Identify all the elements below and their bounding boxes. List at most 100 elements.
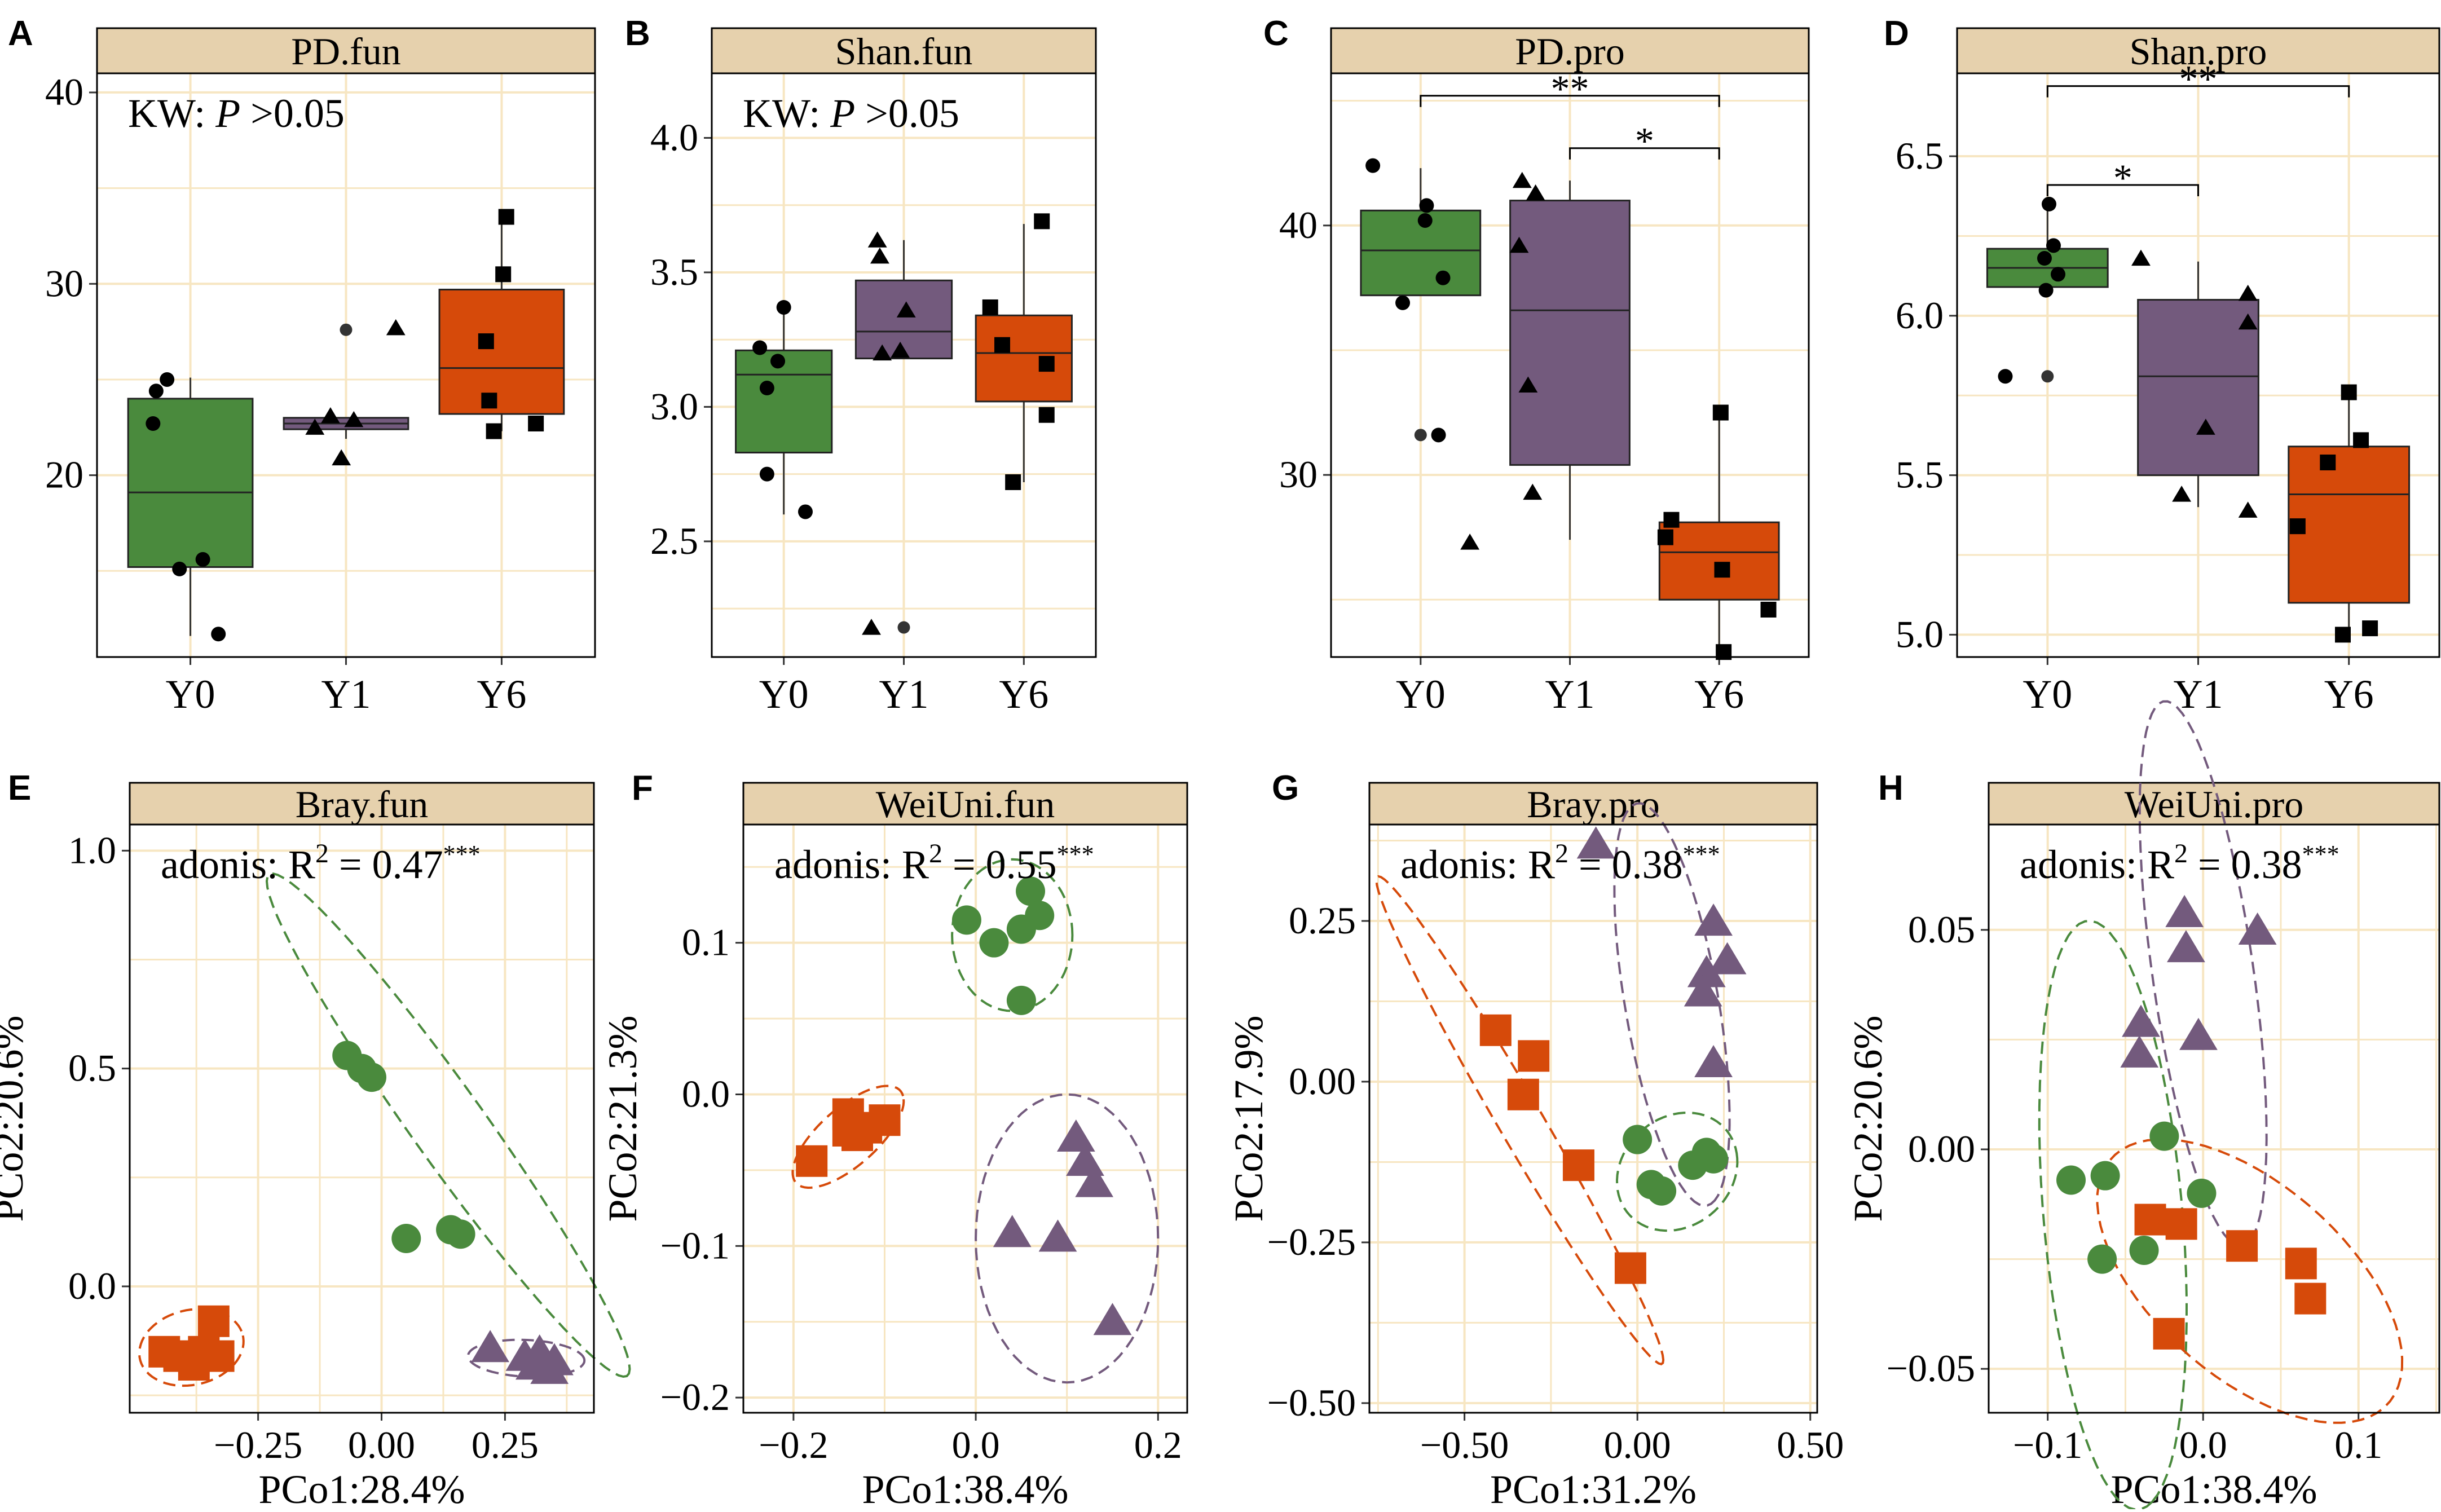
confidence-ellipse-y1 [1613,802,1731,1207]
y-tick-label: 20 [45,453,83,496]
annotation-stars: *** [443,840,481,868]
y-tick-label: 40 [45,70,83,113]
x-tick-label: Y0 [1396,672,1446,717]
data-point-y1 [1038,1219,1077,1252]
data-point-y1 [2131,249,2151,266]
data-point-y6 [1005,474,1021,490]
annotation-sup: 2 [2174,839,2188,869]
y-tick-label: 3.0 [650,385,698,427]
x-tick-label: Y6 [477,672,526,717]
panel-b: B Shan.fun 2.5 3.0 3.5 4.0 Y0 Y1 Y6 KW: P >0.05 [625,14,1097,717]
data-point-y6 [1479,1014,1512,1046]
x-tick-label: Y1 [1545,672,1595,717]
y-tick-label: 30 [45,262,83,305]
data-point-y6 [1034,213,1050,230]
significance-bracket: ** [2046,58,2350,100]
data-point-y1 [2238,913,2277,945]
strip-background [96,27,596,74]
data-point-y0 [2041,196,2056,211]
y-tick-label: 0.0 [68,1264,116,1307]
x-tick-label: Y6 [999,672,1048,717]
outlier-point [897,621,910,634]
data-point-y0 [1365,158,1381,173]
annotation-prefix: adonis: R [161,842,315,887]
data-point-y6 [1038,356,1055,372]
data-point-y6 [1614,1252,1646,1284]
bracket-line [1569,147,1720,160]
data-point-y6 [796,1145,828,1177]
data-point-y0 [1431,427,1446,443]
plot-border [96,72,596,658]
data-point-y1 [873,344,892,361]
strip-background [742,782,1188,826]
panel-title: PD.fun [291,30,401,73]
data-point-y1 [1460,534,1480,550]
confidence-ellipse-y0 [951,858,1074,1012]
confidence-ellipse-y0 [1615,1111,1739,1232]
panel-f: F WeiUni.fun −0.2 −0.1 0.0 0.1 −0.2 0.0 0.2 PCo1:… [600,769,1188,1512]
panel-title: PD.pro [1515,30,1625,73]
data-point-y1 [1509,236,1529,253]
data-point-y1 [1694,903,1733,936]
plot-border [742,823,1188,1414]
data-point-y0 [357,1063,387,1092]
box-iqr [854,279,953,360]
data-point-y0 [2149,1121,2179,1151]
data-point-y0 [446,1219,475,1249]
data-point-y6 [1760,601,1777,618]
panel-title: Shan.pro [2130,30,2267,73]
annotation-prefix: adonis: R [2020,842,2174,887]
data-point-y6 [498,209,514,225]
y-tick-label: 0.0 [682,1072,730,1115]
y-tick-label: 6.0 [1896,294,1944,337]
annotation-value: = 0.55 [942,842,1057,887]
plot-border [129,823,595,1414]
y-axis-label: PCo2:20.6% [1845,1015,1891,1222]
x-tick-label: 0.25 [472,1423,539,1466]
annotation-stars: *** [2302,840,2339,868]
confidence-ellipse-y6 [791,1085,905,1189]
x-tick-label: −0.1 [2013,1423,2082,1466]
x-tick-label: 0.1 [2334,1423,2382,1466]
annotation-p: P [215,91,240,136]
y-tick-label: 40 [1279,204,1318,246]
data-point-y1 [530,1351,569,1384]
data-point-y6 [2134,1204,2166,1236]
boxplot-y6 [1658,412,1780,653]
annotation-stars: *** [1057,840,1094,868]
stat-annotation: adonis: R2 = 0.47*** [161,839,481,887]
annotation-prefix: adonis: R [774,842,929,887]
y-tick-label: −0.50 [1267,1381,1356,1424]
significance-label: * [1635,120,1654,162]
data-point-y1 [2165,894,2204,927]
data-point-y6 [994,337,1011,353]
bracket-line [2046,85,2350,98]
stat-annotation: adonis: R2 = 0.55*** [774,839,1094,887]
x-axis-label: PCo1:38.4% [2110,1467,2317,1509]
y-tick-label: −0.1 [660,1224,730,1267]
data-point-y6 [982,299,998,315]
significance-bracket: * [1569,120,1720,162]
data-point-y0 [2090,1161,2120,1191]
panel-letter: D [1884,14,1909,53]
boxplot-y0 [735,307,833,515]
data-point-y1 [471,1330,510,1363]
y-tick-label: 0.1 [682,921,730,964]
data-point-y1 [1518,376,1538,393]
annotation-value: = 0.38 [2188,842,2302,887]
data-point-y1 [386,319,406,336]
boxplot-y1 [1509,180,1631,540]
bracket-line [2046,184,2199,196]
significance-label: * [2113,156,2132,199]
data-point-y6 [1663,512,1680,528]
data-point-y1 [1056,1119,1095,1152]
x-tick-label: Y0 [166,672,215,717]
data-point-y6 [869,1104,901,1136]
data-point-y0 [1435,270,1451,285]
panel-h: H WeiUni.pro −0.05 0.00 0.05 −0.1 0.0 0.1 PCo1:3… [1845,700,2440,1512]
data-point-y1 [305,418,325,435]
confidence-ellipse-y6 [1375,875,1665,1365]
